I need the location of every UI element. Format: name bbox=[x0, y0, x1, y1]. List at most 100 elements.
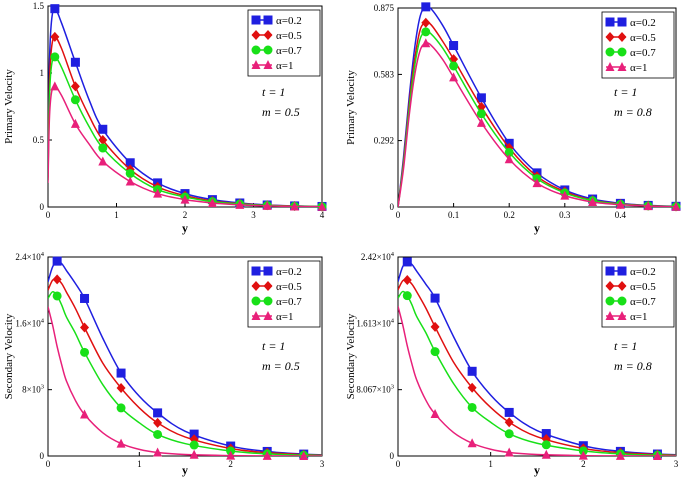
legend-swatch-marker bbox=[251, 60, 261, 69]
y-tick-label: 8.067×103 bbox=[356, 384, 394, 395]
data-point-marker bbox=[235, 199, 245, 209]
y-axis-label: Secondary Velocity bbox=[345, 313, 357, 399]
data-point-marker bbox=[70, 57, 80, 67]
data-point-marker bbox=[125, 169, 135, 178]
legend: α=0.2 α=0.5 α=0.7 α=1 bbox=[247, 9, 321, 77]
y-tick-label: 0.875 bbox=[374, 3, 395, 13]
legend-swatch-marker bbox=[605, 62, 615, 71]
data-point-marker bbox=[421, 2, 431, 12]
y-tick-label: 1.5 bbox=[33, 1, 45, 11]
data-point-marker bbox=[52, 256, 62, 266]
data-point-marker bbox=[125, 176, 135, 186]
legend-swatch-marker bbox=[251, 30, 261, 40]
legend-entry: α=0.5 bbox=[276, 30, 302, 42]
data-point-marker bbox=[449, 41, 459, 51]
data-point-marker bbox=[504, 429, 514, 439]
x-tick-label: 4 bbox=[320, 210, 325, 220]
legend-entry: α=0.2 bbox=[276, 266, 302, 278]
x-axis-label: y bbox=[534, 221, 540, 235]
annotation-t: t = 1 bbox=[614, 85, 637, 99]
series-3 bbox=[398, 306, 676, 460]
data-point-marker bbox=[430, 347, 440, 357]
data-point-marker bbox=[476, 93, 486, 103]
y-tick-label: 0 bbox=[40, 451, 45, 461]
y-tick-label: 2.42×104 bbox=[361, 251, 395, 262]
data-point-marker bbox=[70, 81, 80, 92]
series-line bbox=[398, 290, 676, 456]
series-3 bbox=[48, 306, 322, 460]
data-point-marker bbox=[80, 322, 90, 333]
data-point-marker bbox=[80, 409, 90, 419]
series-3 bbox=[48, 81, 327, 211]
data-point-marker bbox=[560, 190, 570, 200]
data-point-marker bbox=[98, 124, 108, 134]
x-tick-label: 1 bbox=[488, 459, 493, 469]
legend-swatch-marker bbox=[263, 311, 273, 320]
legend-swatch-marker bbox=[251, 281, 261, 291]
legend-swatch-marker bbox=[605, 17, 615, 27]
data-point-marker bbox=[504, 147, 514, 157]
panel-secondary-m05: 0 1 2 3 0 8×103 1.6×104 2.4×104 Secondary Veloci… bbox=[3, 251, 325, 477]
legend-entry: α=0.2 bbox=[630, 266, 656, 278]
y-tick-label: 8×103 bbox=[22, 384, 44, 395]
y-tick-label: 0 bbox=[390, 451, 395, 461]
data-point-marker bbox=[52, 291, 62, 301]
data-point-marker bbox=[226, 450, 236, 460]
annotation-m: m = 0.5 bbox=[262, 105, 300, 119]
data-point-marker bbox=[467, 382, 477, 393]
legend-entry: α=0.5 bbox=[630, 32, 656, 44]
annotation-t: t = 1 bbox=[614, 339, 637, 353]
legend-swatch-marker bbox=[251, 296, 261, 306]
data-point-marker bbox=[50, 31, 60, 42]
legend-swatch-marker bbox=[605, 311, 615, 320]
data-point-marker bbox=[652, 450, 662, 460]
data-point-marker bbox=[467, 438, 477, 448]
data-point-marker bbox=[449, 72, 459, 82]
data-point-marker bbox=[430, 321, 440, 332]
data-point-marker bbox=[541, 449, 551, 459]
data-point-marker bbox=[207, 197, 217, 207]
x-tick-label: 2 bbox=[581, 459, 586, 469]
legend-swatch-marker bbox=[617, 281, 627, 291]
legend-entry: α=0.2 bbox=[630, 17, 656, 29]
data-point-marker bbox=[290, 201, 300, 211]
legend-entry: α=0.5 bbox=[630, 281, 656, 293]
legend-swatch-marker bbox=[617, 62, 627, 71]
data-point-marker bbox=[504, 407, 514, 417]
panel-primary-m08: 0 0.1 0.2 0.3 0.4 0 0.292 0.583 0.875 Primary Vel… bbox=[345, 2, 681, 235]
legend-entry: α=1 bbox=[630, 311, 647, 323]
data-point-marker bbox=[402, 291, 412, 301]
legend-swatch-marker bbox=[263, 45, 273, 55]
x-tick-label: 0 bbox=[396, 210, 401, 220]
data-point-marker bbox=[615, 199, 625, 209]
legend-swatch-marker bbox=[251, 311, 261, 320]
x-tick-label: 0.4 bbox=[615, 210, 627, 220]
data-point-marker bbox=[541, 429, 551, 439]
x-axis-label: y bbox=[534, 463, 540, 477]
data-point-marker bbox=[153, 447, 163, 457]
data-point-marker bbox=[98, 143, 108, 153]
y-tick-label: 1 bbox=[40, 68, 45, 78]
data-point-marker bbox=[116, 383, 126, 394]
data-point-marker bbox=[421, 38, 431, 48]
legend-entry: α=1 bbox=[276, 311, 293, 323]
x-tick-label: 2 bbox=[183, 210, 188, 220]
data-point-marker bbox=[70, 118, 80, 128]
data-point-marker bbox=[125, 158, 135, 168]
data-point-marker bbox=[70, 95, 80, 105]
data-point-marker bbox=[52, 274, 62, 285]
data-point-marker bbox=[50, 52, 60, 62]
legend: α=0.2 α=0.5 α=0.7 α=1 bbox=[601, 11, 675, 79]
data-point-marker bbox=[421, 27, 431, 37]
legend-swatch-marker bbox=[263, 266, 273, 276]
legend-swatch-marker bbox=[263, 15, 273, 25]
y-axis-label: Primary Velocity bbox=[345, 70, 357, 145]
data-point-marker bbox=[449, 61, 459, 71]
legend-swatch-marker bbox=[617, 311, 627, 320]
x-tick-label: 3 bbox=[674, 459, 679, 469]
data-point-marker bbox=[262, 450, 272, 460]
data-point-marker bbox=[50, 4, 60, 14]
legend-swatch-marker bbox=[617, 266, 627, 276]
y-tick-label: 2.4×104 bbox=[15, 251, 44, 262]
